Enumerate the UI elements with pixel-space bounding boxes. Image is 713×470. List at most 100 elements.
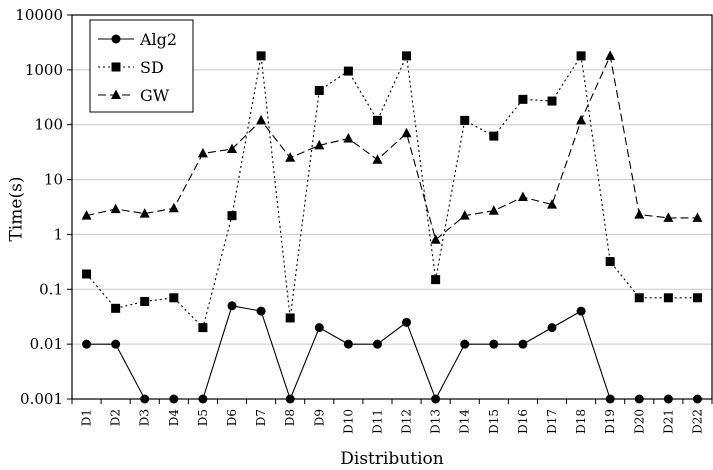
data-point-circle — [692, 394, 702, 404]
data-point-square — [547, 96, 557, 106]
series-gw — [81, 50, 703, 244]
x-axis-title: Distribution — [340, 449, 444, 469]
data-point-triangle — [692, 212, 703, 222]
data-point-triangle — [634, 209, 645, 219]
data-point-triangle — [343, 133, 354, 143]
data-point-circle — [518, 339, 528, 349]
data-point-circle — [227, 301, 237, 311]
data-point-circle — [82, 339, 92, 349]
data-point-square — [605, 257, 615, 267]
x-tick-label: D22 — [690, 409, 704, 434]
legend-box — [89, 19, 194, 113]
data-point-square — [256, 51, 266, 61]
data-point-triangle — [139, 208, 150, 218]
y-tick-label: 0.01 — [30, 335, 63, 353]
data-point-square — [111, 303, 121, 313]
data-point-triangle — [372, 154, 383, 164]
x-tick-label: D16 — [516, 409, 530, 434]
legend-label: Alg2 — [139, 30, 177, 49]
x-tick-label: D3 — [138, 409, 152, 426]
legend-label: GW — [140, 86, 170, 105]
data-point-square — [198, 323, 208, 333]
data-point-square — [402, 51, 412, 61]
y-tick-label: 1 — [53, 225, 63, 243]
legend: Alg2 SD GW — [89, 19, 194, 113]
data-point-triangle — [605, 50, 616, 60]
data-point-circle — [634, 394, 644, 404]
data-point-circle — [431, 394, 441, 404]
data-point-circle — [663, 394, 673, 404]
x-tick-label: D20 — [632, 409, 646, 434]
data-point-circle — [314, 323, 324, 333]
data-point-triangle — [663, 212, 674, 222]
legend-label: SD — [140, 58, 164, 77]
data-point-square — [372, 115, 382, 125]
y-tick-label: 0.1 — [39, 280, 63, 298]
data-point-square — [431, 275, 441, 285]
x-tick-label: D21 — [661, 409, 675, 434]
x-tick-label: D18 — [574, 409, 588, 434]
data-point-triangle — [111, 89, 121, 99]
data-point-triangle — [110, 203, 121, 214]
series-line — [86, 305, 698, 401]
data-point-triangle — [81, 210, 92, 220]
data-point-square — [343, 66, 353, 76]
data-point-triangle — [488, 205, 499, 215]
data-point-circle — [140, 394, 150, 404]
data-point-circle — [489, 339, 499, 349]
y-tick-label: 0.001 — [20, 390, 63, 408]
series-layer — [81, 50, 703, 404]
series-line — [86, 54, 698, 241]
x-tick-label: D1 — [80, 409, 94, 426]
data-point-circle — [111, 34, 121, 44]
data-point-circle — [256, 306, 266, 316]
y-tick-label: 100 — [34, 116, 63, 134]
x-axis: D1 D2 D3 D4 D5 D6 D7 D8 D9 D10 D11 D12 D13 D14 D15 D16 D… — [71, 399, 713, 434]
data-point-circle — [605, 394, 615, 404]
x-tick-label: D2 — [109, 409, 123, 426]
data-point-triangle — [197, 147, 208, 158]
data-point-circle — [547, 323, 557, 333]
x-tick-label: D6 — [225, 409, 239, 426]
data-point-square — [692, 293, 702, 303]
x-tick-label: D15 — [487, 409, 501, 434]
y-axis-title: Time(s) — [7, 177, 27, 242]
x-tick-label: D19 — [603, 409, 617, 434]
data-point-triangle — [401, 127, 412, 138]
data-point-triangle — [547, 199, 557, 209]
y-tick-label: 10 — [44, 171, 63, 189]
data-point-square — [169, 293, 179, 303]
data-point-square — [111, 62, 121, 72]
x-tick-label: D12 — [400, 409, 414, 434]
data-point-square — [460, 115, 470, 125]
y-tick-label: 10000 — [15, 6, 63, 24]
x-tick-label: D8 — [283, 409, 297, 426]
y-tick-label: 1000 — [25, 61, 63, 79]
data-point-circle — [198, 394, 208, 404]
data-point-triangle — [285, 152, 296, 162]
data-point-circle — [169, 394, 179, 404]
data-point-square — [489, 131, 499, 141]
y-axis: 0.001 0.01 0.1 1 10 100 1000 10000 — [15, 6, 72, 408]
data-point-square — [140, 296, 150, 306]
data-point-square — [227, 211, 237, 221]
x-tick-label: D9 — [312, 409, 326, 426]
x-tick-label: D11 — [370, 409, 384, 434]
data-point-circle — [111, 339, 121, 349]
data-point-triangle — [430, 234, 441, 244]
data-point-square — [314, 86, 324, 96]
data-point-circle — [343, 339, 353, 349]
x-tick-label: D10 — [341, 409, 355, 434]
data-point-triangle — [227, 143, 237, 154]
data-point-square — [285, 313, 295, 323]
x-tick-label: D7 — [254, 409, 268, 426]
data-point-square — [576, 51, 586, 61]
data-point-circle — [576, 306, 586, 316]
data-point-circle — [372, 339, 382, 349]
data-point-square — [82, 269, 92, 279]
data-point-square — [663, 293, 673, 303]
data-point-triangle — [256, 114, 267, 125]
data-point-circle — [402, 317, 412, 327]
data-point-circle — [460, 339, 470, 349]
